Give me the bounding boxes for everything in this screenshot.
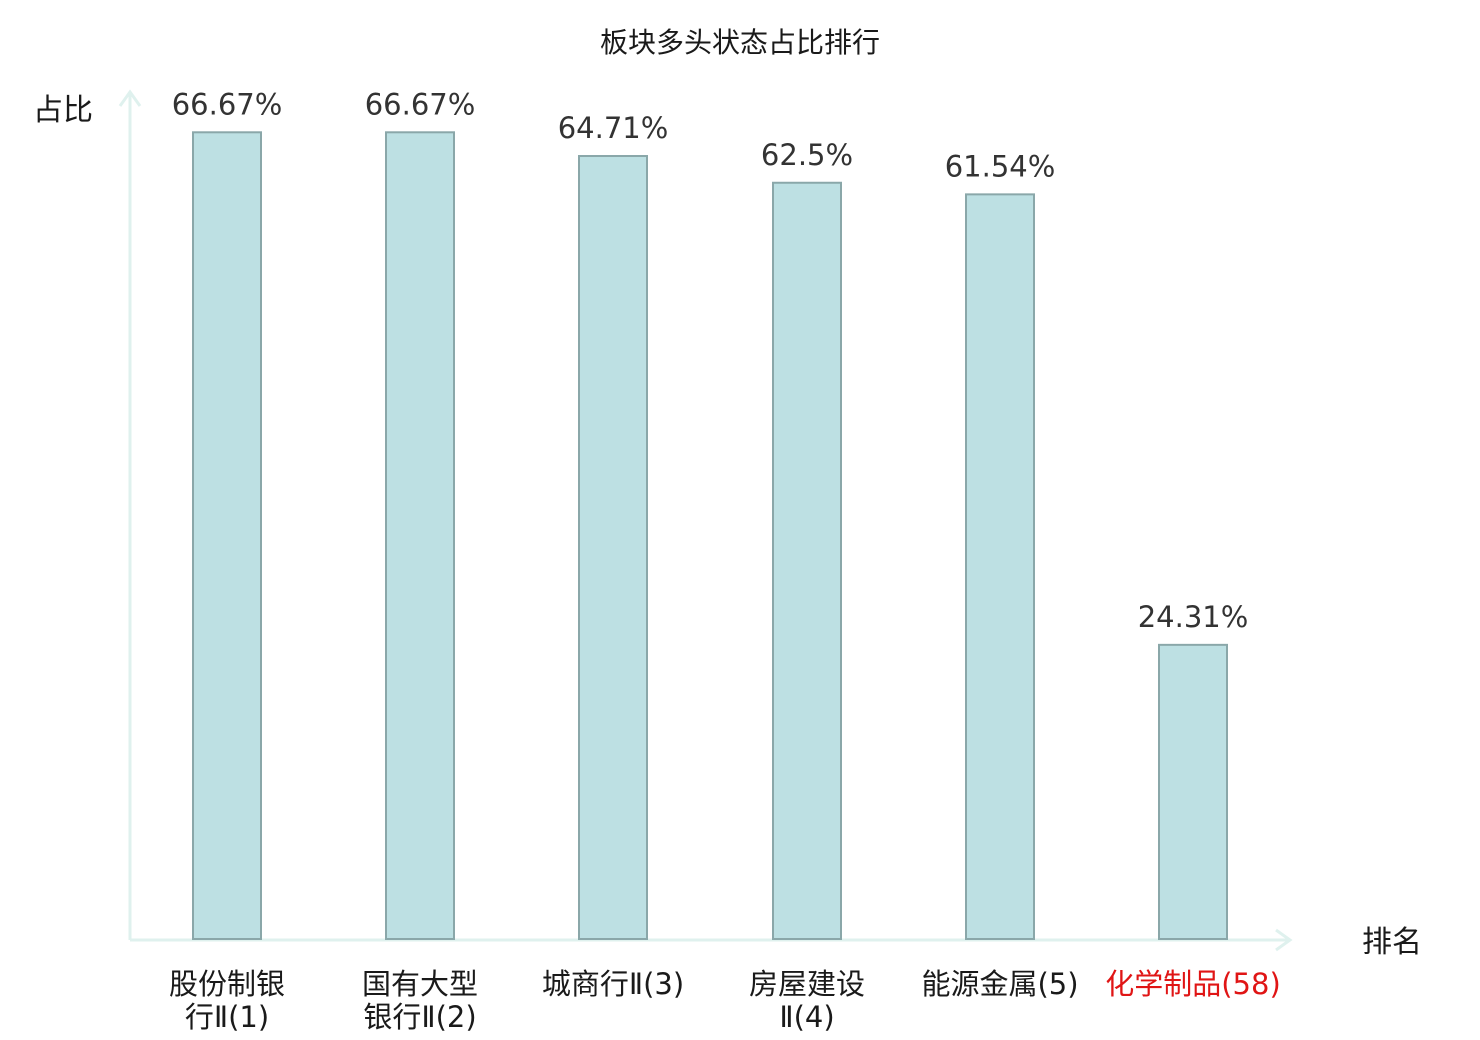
x-tick-label: Ⅱ(4) [779, 1000, 834, 1034]
x-tick-label: 股份制银 [169, 967, 285, 1001]
data-label: 66.67% [365, 87, 476, 121]
axes [118, 89, 1293, 952]
data-label: 62.5% [761, 138, 853, 172]
bar [772, 181, 842, 940]
bar [1158, 643, 1228, 940]
x-tick-label: 国有大型 [362, 967, 478, 1001]
bar [578, 155, 648, 941]
data-label: 66.67% [172, 87, 283, 121]
x-tick-label: 行Ⅱ(1) [185, 1000, 269, 1034]
bar [385, 131, 455, 940]
x-tick-label: 银行Ⅱ(2) [363, 1000, 476, 1034]
x-tick-label: 房屋建设 [749, 967, 865, 1001]
data-label: 64.71% [558, 111, 669, 145]
bars [192, 131, 1228, 941]
y-axis-label: 占比 [33, 93, 93, 128]
x-tick-label: 能源金属(5) [921, 967, 1078, 1001]
data-label: 61.54% [945, 149, 1056, 183]
data-label: 24.31% [1138, 600, 1249, 634]
bar [192, 131, 262, 940]
x-axis-label: 排名 [1362, 925, 1422, 960]
bar [965, 193, 1035, 940]
value-labels: 66.67% 66.67% 64.71% 62.5% 61.54% 24.31% [172, 87, 1249, 634]
chart-title: 板块多头状态占比排行 [600, 26, 880, 59]
x-tick-label: 城商行Ⅱ(3) [542, 967, 684, 1001]
x-axis-arrow [1275, 928, 1293, 952]
x-tick-label: 化学制品(58) [1105, 967, 1281, 1001]
y-axis-arrow [118, 89, 142, 107]
